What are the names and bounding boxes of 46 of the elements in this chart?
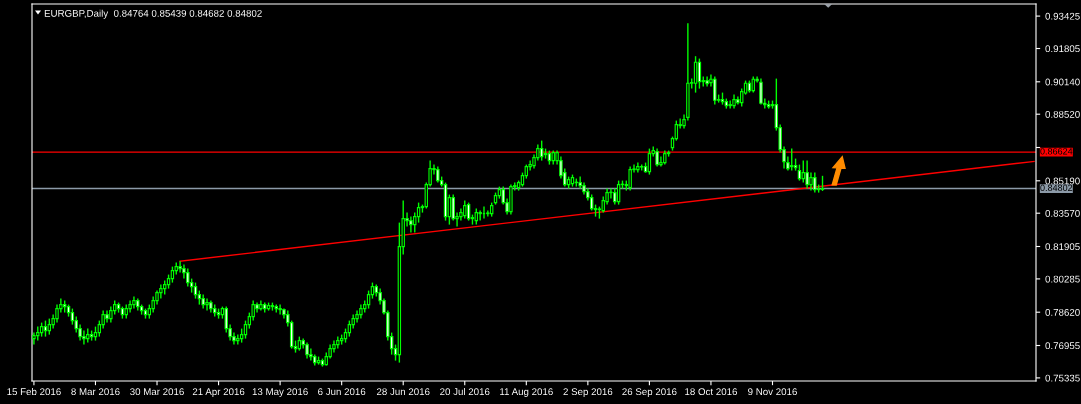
x-tick-label: 18 Oct 2016 — [685, 388, 738, 396]
candlestick — [713, 75, 717, 106]
x-tick-label: 8 Mar 2016 — [71, 388, 120, 396]
candlestick — [790, 147, 794, 172]
candlestick — [278, 303, 282, 316]
x-tick-label: 2 Sep 2016 — [563, 388, 613, 398]
y-tick-label: 0.85190 — [1045, 177, 1080, 185]
candlestick — [478, 209, 482, 222]
candlestick — [32, 331, 36, 346]
candlestick — [82, 329, 86, 346]
x-tick-label: 9 Nov 2016 — [748, 388, 797, 396]
candlestick — [205, 297, 209, 312]
candlestick — [409, 215, 413, 234]
candlestick — [309, 347, 313, 362]
y-tick-label: 0.75335 — [1045, 374, 1080, 382]
candlestick — [628, 165, 632, 192]
y-tick-label: 0.83570 — [1045, 209, 1080, 217]
x-tick-label: 30 Mar 2016 — [130, 388, 184, 396]
x-tick-label: 6 Jun 2016 — [318, 388, 366, 396]
y-tick-label: 0.76955 — [1045, 342, 1080, 350]
candlestick — [659, 155, 663, 168]
ref-line-label: 0.84802 — [1040, 184, 1073, 191]
x-tick-label: 28 Jun 2016 — [376, 388, 430, 396]
x-tick-label: 26 Sep 2016 — [622, 388, 677, 398]
y-tick-label: 0.78620 — [1045, 308, 1080, 316]
x-tick-label: 13 May 2016 — [252, 388, 308, 398]
candlestick — [759, 77, 763, 106]
candlestick — [728, 99, 732, 110]
y-tick-label: 0.90140 — [1045, 78, 1080, 86]
y-tick-label: 0.81905 — [1045, 243, 1080, 251]
text: EURGBP,Daily 0.84764 0.85439 0.84682 0.84802 — [44, 9, 262, 19]
candlestick — [813, 171, 817, 194]
x-tick-label: 20 Jul 2016 — [440, 387, 490, 396]
y-tick-label: 0.93425 — [1045, 12, 1080, 20]
candlestick — [609, 187, 613, 200]
x-tick-label: 15 Feb 2016 — [7, 387, 61, 396]
candlestick — [486, 209, 490, 218]
x-tick-label: 11 Aug 2016 — [500, 388, 553, 398]
candlestick — [805, 159, 809, 190]
y-tick-label: 0.80285 — [1045, 275, 1080, 283]
y-tick-label: 0.91805 — [1045, 45, 1080, 53]
candlestick — [416, 201, 421, 224]
y-tick-label: 0.88520 — [1045, 110, 1080, 118]
ref-line-label: 0.86624 — [1040, 148, 1073, 155]
x-tick-label: 21 Apr 2016 — [192, 388, 245, 398]
candlestick — [801, 159, 805, 184]
